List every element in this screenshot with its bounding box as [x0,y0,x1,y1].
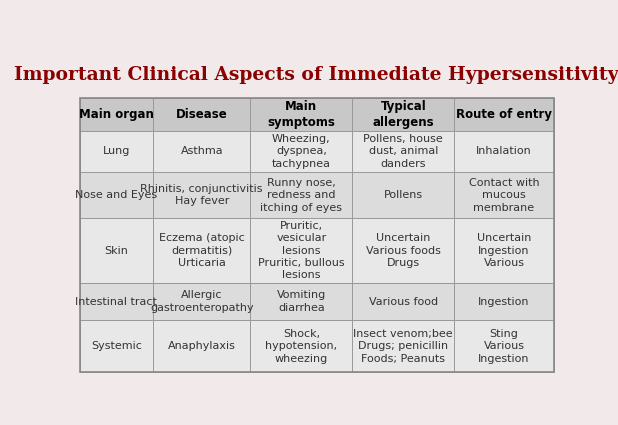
Text: Insect venom;bee
Drugs; penicillin
Foods; Peanuts: Insect venom;bee Drugs; penicillin Foods… [353,329,453,364]
Bar [352,130,454,172]
Text: Anaphylaxis: Anaphylaxis [168,341,235,351]
Text: Typical
allergens: Typical allergens [373,100,434,129]
Bar [153,130,250,172]
Bar [352,99,454,130]
Text: Rhinitis, conjunctivitis
Hay fever: Rhinitis, conjunctivitis Hay fever [140,184,263,206]
Text: Intestinal tract: Intestinal tract [75,297,158,307]
Text: Systemic: Systemic [91,341,142,351]
Bar [80,99,554,372]
Bar [352,172,454,218]
Bar [250,172,352,218]
Text: Important Clinical Aspects of Immediate Hypersensitivity: Important Clinical Aspects of Immediate … [14,66,618,84]
Text: Contact with
mucous
membrane: Contact with mucous membrane [468,178,540,212]
Bar [250,130,352,172]
Text: Main organ: Main organ [79,108,154,121]
Bar [80,320,153,372]
Text: Nose and Eyes: Nose and Eyes [75,190,158,200]
Bar [250,283,352,320]
Bar [80,283,153,320]
Text: Allergic
gastroenteropathy: Allergic gastroenteropathy [150,290,253,313]
Text: Skin: Skin [104,246,129,255]
Bar [153,218,250,283]
Text: Runny nose,
redness and
itching of eyes: Runny nose, redness and itching of eyes [260,178,342,212]
Bar [454,99,554,130]
Text: Pollens: Pollens [384,190,423,200]
Bar [352,283,454,320]
Text: Disease: Disease [176,108,227,121]
Bar [153,320,250,372]
Text: Inhalation: Inhalation [476,146,532,156]
Text: Eczema (atopic
dermatitis)
Urticaria: Eczema (atopic dermatitis) Urticaria [159,233,245,268]
Text: Sting
Various
Ingestion: Sting Various Ingestion [478,329,530,364]
Text: Uncertain
Various foods
Drugs: Uncertain Various foods Drugs [366,233,441,268]
Text: Vomiting
diarrhea: Vomiting diarrhea [277,290,326,313]
Bar [153,172,250,218]
Bar [250,218,352,283]
Bar [454,283,554,320]
Bar [80,218,153,283]
Text: Pollens, house
dust, animal
danders: Pollens, house dust, animal danders [363,134,443,169]
Text: Ingestion: Ingestion [478,297,530,307]
Text: Shock,
hypotension,
wheezing: Shock, hypotension, wheezing [265,329,337,364]
Text: Various food: Various food [369,297,438,307]
Bar [454,130,554,172]
Bar [250,320,352,372]
Bar [153,99,250,130]
Text: Route of entry: Route of entry [456,108,552,121]
Bar [153,283,250,320]
Bar [454,320,554,372]
Bar [454,172,554,218]
Bar [80,99,153,130]
Text: Asthma: Asthma [180,146,223,156]
Text: Wheezing,
dyspnea,
tachypnea: Wheezing, dyspnea, tachypnea [272,134,331,169]
Text: Lung: Lung [103,146,130,156]
Bar [250,99,352,130]
Bar [454,218,554,283]
Bar [352,320,454,372]
Bar [352,218,454,283]
Text: Pruritic,
vesicular
lesions
Pruritic, bullous
lesions: Pruritic, vesicular lesions Pruritic, bu… [258,221,345,280]
Bar [80,172,153,218]
Text: Main
symptoms: Main symptoms [268,100,335,129]
Bar [80,130,153,172]
Text: Uncertain
Ingestion
Various: Uncertain Ingestion Various [477,233,531,268]
